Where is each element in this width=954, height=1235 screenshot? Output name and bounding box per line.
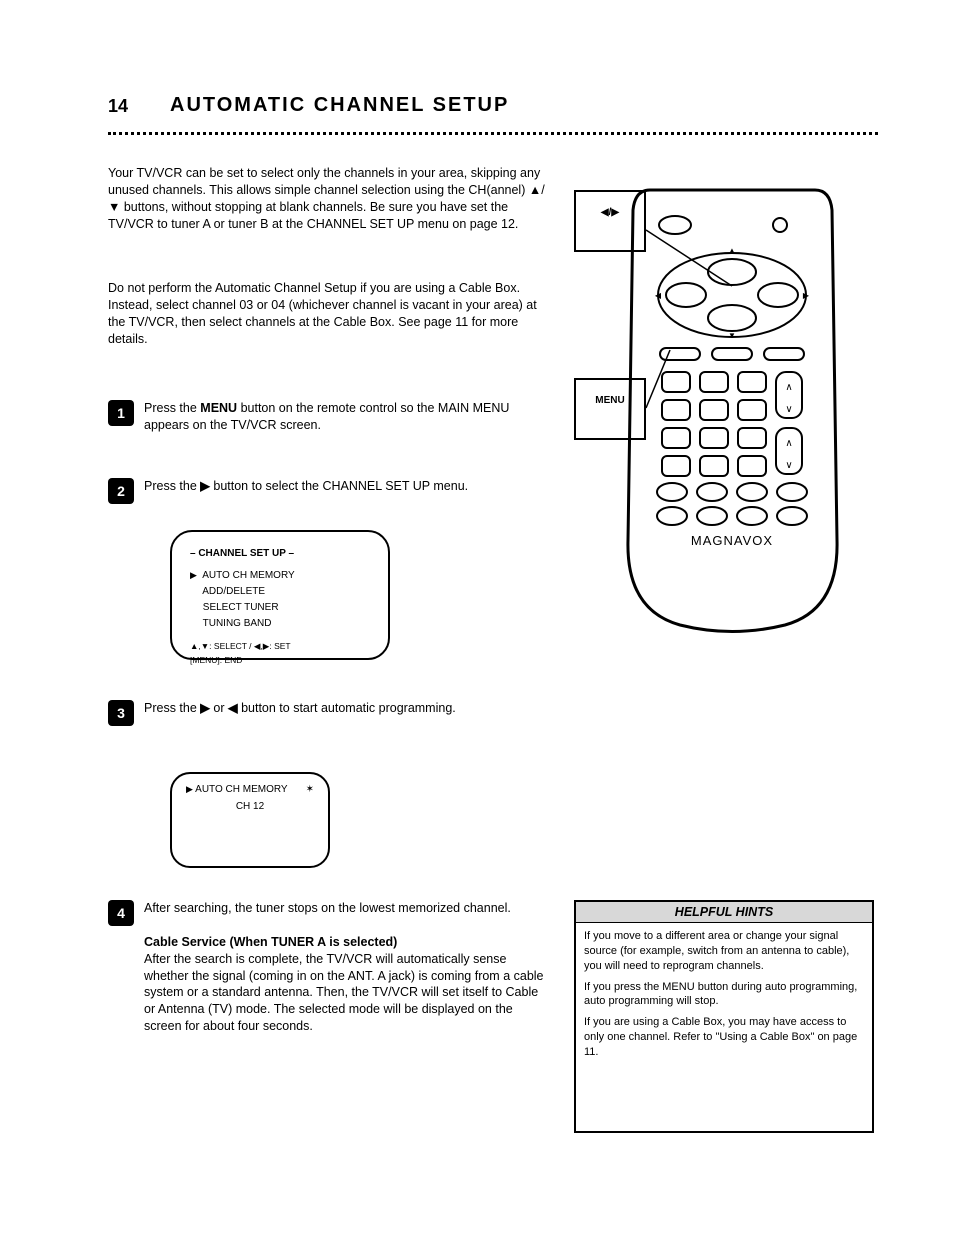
step-2: 2 Press the ▶ button to select the CHANN… (108, 478, 548, 510)
osd-item: ▶ AUTO CH MEMORY (190, 568, 370, 584)
step-text: Press the ▶ button to select the CHANNEL… (144, 478, 548, 504)
step-text: Press the MENU button on the remote cont… (144, 400, 548, 434)
hints-body: If you move to a different area or chang… (576, 923, 872, 1131)
step-number: 3 (108, 700, 134, 726)
osd-item: ADD/DELETE (190, 584, 370, 600)
osd-item: SELECT TUNER (190, 600, 370, 616)
helpful-hints-box: HELPFUL HINTS If you move to a different… (574, 900, 874, 1133)
remote-control-illustration: ▲ ▼ ◀ ▶ ∧ ∨ ∧ ∨ MAGNAVOX (620, 180, 845, 640)
osd-screen-channel-setup: – CHANNEL SET UP – ▶ AUTO CH MEMORY ADD/… (170, 530, 390, 660)
osd-screen-auto-memory: ▶ AUTO CH MEMORY ✶ CH 12 (170, 772, 330, 868)
step-4: 4 After searching, the tuner stops on th… (108, 900, 548, 1041)
step-text: After searching, the tuner stops on the … (144, 900, 548, 1035)
osd-hint: ▲,▼: SELECT / ◀,▶: SET [MENU]: END (190, 640, 370, 667)
osd-channel-line: CH 12 (186, 801, 314, 812)
svg-text:∧: ∧ (785, 438, 792, 449)
osd-label: AUTO CH MEMORY (195, 784, 287, 795)
svg-text:▼: ▼ (728, 331, 736, 340)
hints-title: HELPFUL HINTS (576, 902, 872, 923)
osd-heading: – CHANNEL SET UP – (190, 546, 370, 562)
svg-text:▶: ▶ (803, 291, 810, 300)
svg-text:∧: ∧ (785, 382, 792, 393)
intro-text: Your TV/VCR can be set to select only th… (108, 165, 548, 233)
busy-icon: ✶ (306, 784, 314, 795)
note-text: Do not perform the Automatic Channel Set… (108, 280, 548, 348)
page-number: 14 (108, 96, 128, 117)
step-number: 2 (108, 478, 134, 504)
page-title: AUTOMATIC CHANNEL SETUP (170, 94, 509, 117)
step-text: Press the ▶ or ◀ button to start automat… (144, 700, 548, 726)
step-1: 1 Press the MENU button on the remote co… (108, 400, 548, 440)
divider (108, 132, 878, 135)
svg-text:◀: ◀ (655, 291, 662, 300)
step-number: 4 (108, 900, 134, 926)
osd-item: TUNING BAND (190, 616, 370, 632)
step-number: 1 (108, 400, 134, 426)
svg-text:∨: ∨ (785, 404, 792, 415)
svg-text:▲: ▲ (728, 246, 736, 255)
svg-text:∨: ∨ (785, 460, 792, 471)
remote-brand: MAGNAVOX (691, 533, 773, 548)
step-3: 3 Press the ▶ or ◀ button to start autom… (108, 700, 548, 732)
